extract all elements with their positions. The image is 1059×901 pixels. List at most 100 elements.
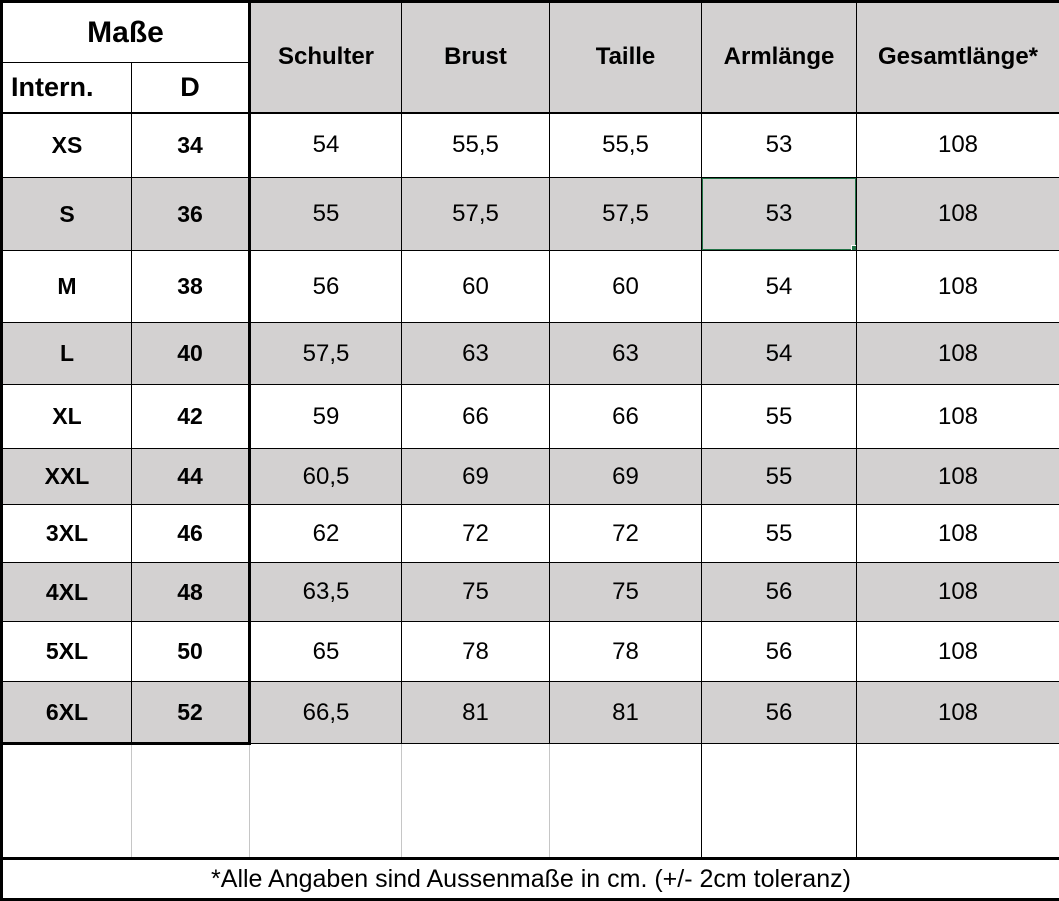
- cell-schulter[interactable]: 62: [250, 505, 402, 563]
- cell-brust[interactable]: 55,5: [402, 113, 550, 178]
- cell-armlaenge[interactable]: 56: [702, 622, 857, 682]
- cell-schulter[interactable]: 65: [250, 622, 402, 682]
- cell-taille[interactable]: 57,5: [550, 178, 702, 251]
- cell-schulter[interactable]: 57,5: [250, 323, 402, 385]
- cell-size-d[interactable]: 52: [132, 682, 250, 744]
- cell-gesamtlaenge[interactable]: 108: [857, 682, 1059, 744]
- cell-armlaenge[interactable]: 55: [702, 385, 857, 449]
- cell-size-d[interactable]: 40: [132, 323, 250, 385]
- empty-cell[interactable]: [857, 744, 1059, 859]
- cell-schulter[interactable]: 66,5: [250, 682, 402, 744]
- cell-gesamtlaenge[interactable]: 108: [857, 385, 1059, 449]
- cell-size-intl[interactable]: 3XL: [2, 505, 132, 563]
- empty-row: [2, 744, 1059, 859]
- cell-taille[interactable]: 81: [550, 682, 702, 744]
- row-xs: XS 34 54 55,5 55,5 53 108: [2, 113, 1059, 178]
- row-6xl: 6XL 52 66,5 81 81 56 108: [2, 682, 1059, 744]
- cell-size-intl[interactable]: S: [2, 178, 132, 251]
- cell-taille[interactable]: 72: [550, 505, 702, 563]
- row-3xl: 3XL 46 62 72 72 55 108: [2, 505, 1059, 563]
- empty-cell[interactable]: [132, 744, 250, 859]
- corner-subheader-intern[interactable]: Intern.: [2, 63, 132, 113]
- cell-gesamtlaenge[interactable]: 108: [857, 323, 1059, 385]
- row-m: M 38 56 60 60 54 108: [2, 251, 1059, 323]
- column-header-gesamtlaenge[interactable]: Gesamtlänge*: [857, 2, 1059, 113]
- cell-brust[interactable]: 63: [402, 323, 550, 385]
- cell-brust[interactable]: 78: [402, 622, 550, 682]
- cell-brust[interactable]: 72: [402, 505, 550, 563]
- column-header-armlaenge[interactable]: Armlänge: [702, 2, 857, 113]
- cell-size-intl[interactable]: XXL: [2, 449, 132, 505]
- cell-taille[interactable]: 60: [550, 251, 702, 323]
- cell-armlaenge[interactable]: 55: [702, 505, 857, 563]
- row-5xl: 5XL 50 65 78 78 56 108: [2, 622, 1059, 682]
- cell-schulter[interactable]: 55: [250, 178, 402, 251]
- cell-size-intl[interactable]: 6XL: [2, 682, 132, 744]
- cell-schulter[interactable]: 63,5: [250, 563, 402, 622]
- cell-schulter[interactable]: 59: [250, 385, 402, 449]
- cell-gesamtlaenge[interactable]: 108: [857, 113, 1059, 178]
- cell-size-intl[interactable]: 4XL: [2, 563, 132, 622]
- cell-gesamtlaenge[interactable]: 108: [857, 449, 1059, 505]
- empty-cell[interactable]: [2, 744, 132, 859]
- corner-title-cell[interactable]: Maße: [2, 2, 250, 63]
- cell-size-d[interactable]: 48: [132, 563, 250, 622]
- empty-cell[interactable]: [250, 744, 402, 859]
- cell-taille[interactable]: 69: [550, 449, 702, 505]
- cell-brust[interactable]: 57,5: [402, 178, 550, 251]
- column-header-schulter[interactable]: Schulter: [250, 2, 402, 113]
- cell-taille[interactable]: 75: [550, 563, 702, 622]
- cell-brust[interactable]: 60: [402, 251, 550, 323]
- selected-cell[interactable]: 53: [702, 178, 857, 251]
- empty-cell[interactable]: [402, 744, 550, 859]
- column-header-brust[interactable]: Brust: [402, 2, 550, 113]
- selection-fill-handle[interactable]: [852, 246, 857, 251]
- cell-gesamtlaenge[interactable]: 108: [857, 251, 1059, 323]
- cell-brust[interactable]: 75: [402, 563, 550, 622]
- cell-size-d[interactable]: 44: [132, 449, 250, 505]
- cell-armlaenge[interactable]: 54: [702, 323, 857, 385]
- empty-cell[interactable]: [702, 744, 857, 859]
- cell-gesamtlaenge[interactable]: 108: [857, 622, 1059, 682]
- cell-brust[interactable]: 69: [402, 449, 550, 505]
- cell-armlaenge[interactable]: 56: [702, 563, 857, 622]
- cell-size-d[interactable]: 46: [132, 505, 250, 563]
- cell-gesamtlaenge[interactable]: 108: [857, 178, 1059, 251]
- cell-armlaenge[interactable]: 56: [702, 682, 857, 744]
- cell-schulter[interactable]: 56: [250, 251, 402, 323]
- cell-brust[interactable]: 66: [402, 385, 550, 449]
- cell-size-d[interactable]: 36: [132, 178, 250, 251]
- cell-size-intl[interactable]: XL: [2, 385, 132, 449]
- row-l: L 40 57,5 63 63 54 108: [2, 323, 1059, 385]
- cell-size-intl[interactable]: M: [2, 251, 132, 323]
- cell-size-d[interactable]: 38: [132, 251, 250, 323]
- column-header-taille[interactable]: Taille: [550, 2, 702, 113]
- cell-size-intl[interactable]: 5XL: [2, 622, 132, 682]
- cell-armlaenge[interactable]: 53: [702, 113, 857, 178]
- cell-size-d[interactable]: 42: [132, 385, 250, 449]
- cell-gesamtlaenge[interactable]: 108: [857, 505, 1059, 563]
- cell-taille[interactable]: 66: [550, 385, 702, 449]
- cell-size-d[interactable]: 34: [132, 113, 250, 178]
- row-s: S 36 55 57,5 57,5 53 108: [2, 178, 1059, 251]
- cell-brust[interactable]: 81: [402, 682, 550, 744]
- cell-armlaenge[interactable]: 54: [702, 251, 857, 323]
- row-xl: XL 42 59 66 66 55 108: [2, 385, 1059, 449]
- cell-taille[interactable]: 78: [550, 622, 702, 682]
- row-xxl: XXL 44 60,5 69 69 55 108: [2, 449, 1059, 505]
- cell-taille[interactable]: 63: [550, 323, 702, 385]
- cell-gesamtlaenge[interactable]: 108: [857, 563, 1059, 622]
- corner-subheader-d[interactable]: D: [132, 63, 250, 113]
- cell-size-d[interactable]: 50: [132, 622, 250, 682]
- cell-schulter[interactable]: 60,5: [250, 449, 402, 505]
- cell-armlaenge[interactable]: 55: [702, 449, 857, 505]
- row-4xl: 4XL 48 63,5 75 75 56 108: [2, 563, 1059, 622]
- empty-cell[interactable]: [550, 744, 702, 859]
- cell-schulter[interactable]: 54: [250, 113, 402, 178]
- cell-taille[interactable]: 55,5: [550, 113, 702, 178]
- cell-size-intl[interactable]: L: [2, 323, 132, 385]
- header-row-top: Maße Schulter Brust Taille Armlänge Gesa…: [2, 2, 1059, 63]
- cell-size-intl[interactable]: XS: [2, 113, 132, 178]
- footnote-cell: *Alle Angaben sind Aussenmaße in cm. (+/…: [2, 859, 1059, 900]
